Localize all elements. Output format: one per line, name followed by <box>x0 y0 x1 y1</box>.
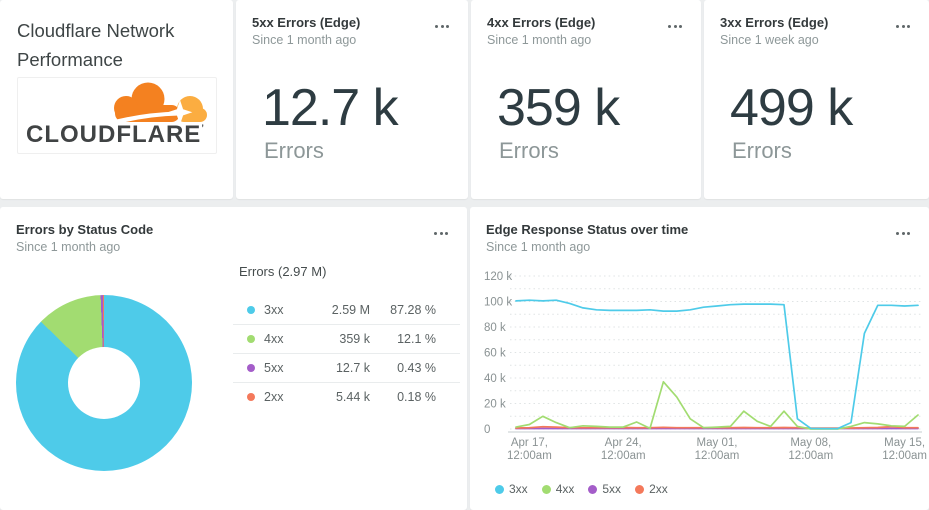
pie-row-value: 5.44 k <box>335 390 370 404</box>
svg-text:12:00am: 12:00am <box>507 450 552 462</box>
svg-text:Apr 24,: Apr 24, <box>605 437 642 449</box>
widget-title: 5xx Errors (Edge) <box>252 15 361 30</box>
kpi-value: 499 k <box>730 79 853 137</box>
widget-title: 4xx Errors (Edge) <box>487 15 596 30</box>
kpi-unit-label: Errors <box>732 138 792 163</box>
cloudflare-wordmark: CLOUDFLARE’ <box>26 121 205 148</box>
svg-text:80 k: 80 k <box>484 322 506 334</box>
pie-row-percent: 12.1 % <box>397 332 436 346</box>
series-5xx-swatch <box>247 364 255 372</box>
legend-item-2xx[interactable]: 2xx <box>635 482 668 496</box>
kpi-unit-label: Errors <box>499 138 559 163</box>
svg-text:12:00am: 12:00am <box>695 450 740 462</box>
svg-text:12:00am: 12:00am <box>882 450 927 462</box>
edge-response-status-card: 120 k 100 k 80 k 60 k 40 k 20 k 0 Apr 17, 12:00a… <box>470 207 929 510</box>
pie-row-label: 5xx <box>264 361 284 375</box>
svg-text:40 k: 40 k <box>484 373 506 385</box>
cloudflare-cloud-icon <box>107 82 207 124</box>
widget-title: Edge Response Status over time <box>486 222 689 237</box>
pie-row-label: 3xx <box>264 303 284 317</box>
svg-text:May 01,: May 01, <box>697 437 738 449</box>
series-4xx-swatch <box>541 484 551 494</box>
pie-row-percent: 87.28 % <box>390 303 436 317</box>
svg-text:60 k: 60 k <box>484 348 506 360</box>
svg-text:Apr 17,: Apr 17, <box>511 437 548 449</box>
pie-row-percent: 0.43 % <box>397 361 436 375</box>
widget-title: Errors by Status Code <box>16 222 154 237</box>
series-2xx-swatch <box>635 484 645 494</box>
pie-legend: Errors (2.97 M) 3xx 2.59 M 87.28 % 4xx 3… <box>233 264 460 411</box>
legend-label: 3xx <box>509 482 528 496</box>
pie-legend-row-4xx[interactable]: 4xx 359 k 12.1 % <box>233 325 460 354</box>
kpi-value: 12.7 k <box>262 79 399 137</box>
kpi-card-4xx-errors: 4xx Errors (Edge) Since 1 month ago 359 … <box>471 0 701 199</box>
pie-row-value: 12.7 k <box>335 361 370 375</box>
series-2xx-swatch <box>247 393 255 401</box>
legend-item-5xx[interactable]: 5xx <box>588 482 621 496</box>
widget-menu-button[interactable] <box>893 22 913 31</box>
svg-text:May 08,: May 08, <box>790 437 831 449</box>
svg-text:120 k: 120 k <box>484 271 512 283</box>
kpi-card-3xx-errors: 3xx Errors (Edge) Since 1 week ago 499 k… <box>704 0 929 199</box>
widget-time-range: Since 1 month ago <box>487 33 592 47</box>
svg-text:100 k: 100 k <box>484 297 512 309</box>
widget-menu-button[interactable] <box>432 22 452 31</box>
pie-row-value: 359 k <box>339 332 370 346</box>
widget-title: 3xx Errors (Edge) <box>720 15 829 30</box>
pie-legend-row-5xx[interactable]: 5xx 12.7 k 0.43 % <box>233 354 460 383</box>
svg-text:0: 0 <box>484 424 490 436</box>
donut-chart[interactable] <box>16 295 192 471</box>
series-5xx-swatch <box>588 484 598 494</box>
legend-item-3xx[interactable]: 3xx <box>495 482 528 496</box>
widget-time-range: Since 1 week ago <box>720 33 819 47</box>
dashboard-title: Cloudflare Network Performance <box>17 20 175 70</box>
line-chart-legend: 3xx 4xx 5xx 2xx <box>495 482 668 496</box>
widget-menu-button[interactable] <box>665 22 685 31</box>
widget-time-range: Since 1 month ago <box>252 33 357 47</box>
pie-row-percent: 0.18 % <box>397 390 436 404</box>
svg-text:20 k: 20 k <box>484 399 506 411</box>
kpi-card-5xx-errors: 5xx Errors (Edge) Since 1 month ago 12.7… <box>236 0 468 199</box>
cloudflare-logo: CLOUDFLARE’ <box>17 77 217 154</box>
svg-text:12:00am: 12:00am <box>601 450 646 462</box>
pie-legend-row-3xx[interactable]: 3xx 2.59 M 87.28 % <box>233 296 460 325</box>
errors-by-status-code-card: Errors by Status Code Since 1 month ago … <box>0 207 467 510</box>
kpi-value: 359 k <box>497 79 620 137</box>
series-3xx-swatch <box>495 484 504 494</box>
dashboard-title-card: Cloudflare Network Performance CLOUDFLAR… <box>0 0 233 199</box>
legend-item-4xx[interactable]: 4xx <box>541 482 575 496</box>
pie-row-label: 4xx <box>264 332 284 346</box>
pie-row-label: 2xx <box>264 390 284 404</box>
series-4xx-swatch <box>247 335 255 343</box>
pie-legend-title: Errors (2.97 M) <box>239 264 327 279</box>
widget-time-range: Since 1 month ago <box>486 240 591 254</box>
kpi-unit-label: Errors <box>264 138 324 163</box>
widget-menu-button[interactable] <box>431 229 451 238</box>
series-3xx-swatch <box>247 306 255 314</box>
legend-label: 5xx <box>602 482 622 496</box>
donut-hole <box>68 347 140 419</box>
widget-menu-button[interactable] <box>893 229 913 238</box>
legend-label: 2xx <box>649 482 668 496</box>
legend-label: 4xx <box>555 482 575 496</box>
pie-row-value: 2.59 M <box>331 303 370 317</box>
widget-time-range: Since 1 month ago <box>16 240 121 254</box>
svg-text:12:00am: 12:00am <box>788 450 833 462</box>
svg-text:May 15,: May 15, <box>884 437 925 449</box>
pie-legend-row-2xx[interactable]: 2xx 5.44 k 0.18 % <box>233 383 460 411</box>
